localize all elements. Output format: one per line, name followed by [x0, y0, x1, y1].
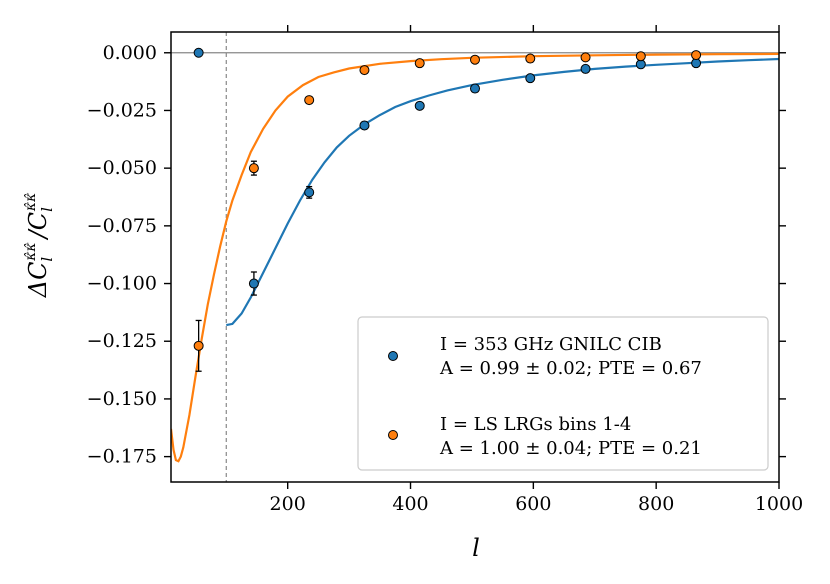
- legend-marker-lrg: [388, 430, 398, 440]
- y-tick-label: −0.125: [87, 330, 157, 352]
- data-point-lrg: [691, 50, 702, 61]
- data-point-cib: [248, 278, 259, 289]
- plot-frame: [170, 31, 780, 483]
- data-point-lrg: [635, 51, 646, 62]
- legend-stats-lrg: A = 1.00 ± 0.04; PTE = 0.21: [439, 438, 702, 459]
- data-point-cib: [414, 100, 425, 111]
- y-tick-label: 0.000: [103, 42, 157, 64]
- data-point-lrg: [304, 95, 315, 106]
- data-point-lrg: [414, 58, 425, 69]
- legend-stats-cib: A = 0.99 ± 0.02; PTE = 0.67: [439, 358, 702, 379]
- x-tick-label: 1000: [755, 493, 803, 515]
- data-point-cib: [470, 83, 480, 94]
- x-tick-label: 600: [515, 493, 551, 515]
- y-tick-label: −0.050: [87, 157, 157, 179]
- data-point-lrg: [525, 53, 536, 64]
- data-point-lrg: [193, 340, 204, 351]
- legend-label-lrg: I = LS LRGs bins 1-4: [440, 414, 631, 435]
- x-tick-label: 200: [270, 493, 306, 515]
- data-point-cib: [193, 47, 204, 58]
- model-curve-lrg: [171, 52, 779, 463]
- y-tick-label: −0.100: [87, 273, 157, 295]
- data-point-cib: [580, 63, 591, 74]
- model-curve-cib: [226, 57, 779, 327]
- y-tick-label: −0.075: [87, 215, 157, 237]
- x-axis-label: l: [472, 534, 480, 562]
- data-point-lrg: [470, 54, 480, 65]
- data-points: [193, 47, 702, 372]
- y-axis-label: ΔClκ̂κ̂/Clκ̂κ̂: [23, 193, 56, 299]
- y-tick-label: −0.150: [87, 388, 157, 410]
- model-curves: [171, 52, 779, 463]
- legend-marker-cib: [388, 351, 398, 361]
- y-tick-label: −0.175: [87, 446, 157, 468]
- data-point-cib: [304, 187, 315, 198]
- y-tick-label: −0.025: [87, 99, 157, 121]
- reference-lines: [171, 32, 779, 482]
- data-point-cib: [525, 73, 536, 84]
- data-point-lrg: [359, 65, 370, 76]
- legend-label-cib: I = 353 GHz GNILC CIB: [440, 334, 662, 355]
- data-point-lrg: [248, 163, 259, 174]
- axes: 200 400 600 800 1000 0.000 −0.025 −0.050 −0.075 −…: [87, 25, 803, 515]
- data-point-cib: [359, 120, 370, 131]
- legend: I = 353 GHz GNILC CIB A = 0.99 ± 0.02; P…: [357, 316, 769, 471]
- legend-frame: [357, 316, 769, 471]
- data-point-lrg: [580, 52, 591, 63]
- x-tick-label: 400: [392, 493, 428, 515]
- x-tick-label: 800: [638, 493, 674, 515]
